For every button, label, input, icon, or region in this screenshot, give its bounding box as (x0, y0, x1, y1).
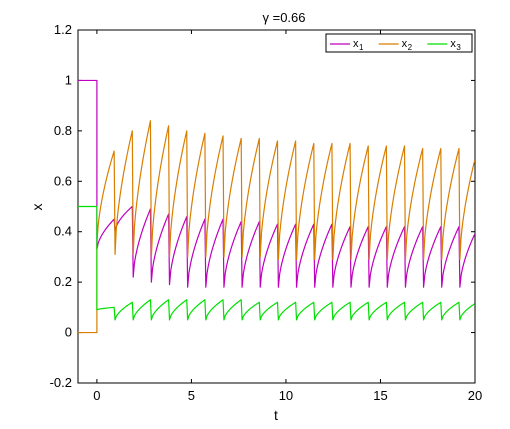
legend-label: x (402, 38, 408, 50)
chart-title: γ =0.66 (262, 10, 305, 25)
legend-label: x (353, 38, 359, 50)
x-tick-label: 20 (468, 388, 482, 403)
x-tick-label: 15 (373, 388, 387, 403)
y-tick-label: 0 (65, 325, 72, 340)
y-tick-label: 0.4 (54, 224, 72, 239)
plot-area (77, 29, 476, 384)
y-tick-label: 0.2 (54, 274, 72, 289)
legend-box (325, 33, 473, 53)
series-layer (78, 79, 476, 334)
y-tick-label: 1 (65, 72, 72, 87)
legend-label-subscript: 1 (359, 43, 364, 52)
y-tick-label: 0.8 (54, 123, 72, 138)
legend-label: x (450, 38, 456, 50)
x-tick-label: 5 (188, 388, 195, 403)
legend-label-subscript: 3 (456, 43, 461, 52)
y-axis: -0.2 0 0.2 0.4 0.6 0.8 1 1.2 (50, 22, 475, 390)
x-tick-label: 10 (279, 388, 293, 403)
series-line-x2 (78, 120, 476, 334)
x-axis: 0 5 10 15 20 (93, 30, 482, 403)
y-tick-label: 1.2 (54, 22, 72, 37)
series-line-x1 (78, 79, 476, 288)
legend-label-subscript: 2 (408, 43, 413, 52)
y-axis-label: x (29, 204, 45, 211)
series-line-x3 (78, 205, 475, 321)
y-tick-label: -0.2 (50, 375, 72, 390)
x-tick-label: 0 (93, 388, 100, 403)
y-tick-label: 0.6 (54, 173, 72, 188)
x-axis-label: t (274, 407, 278, 423)
